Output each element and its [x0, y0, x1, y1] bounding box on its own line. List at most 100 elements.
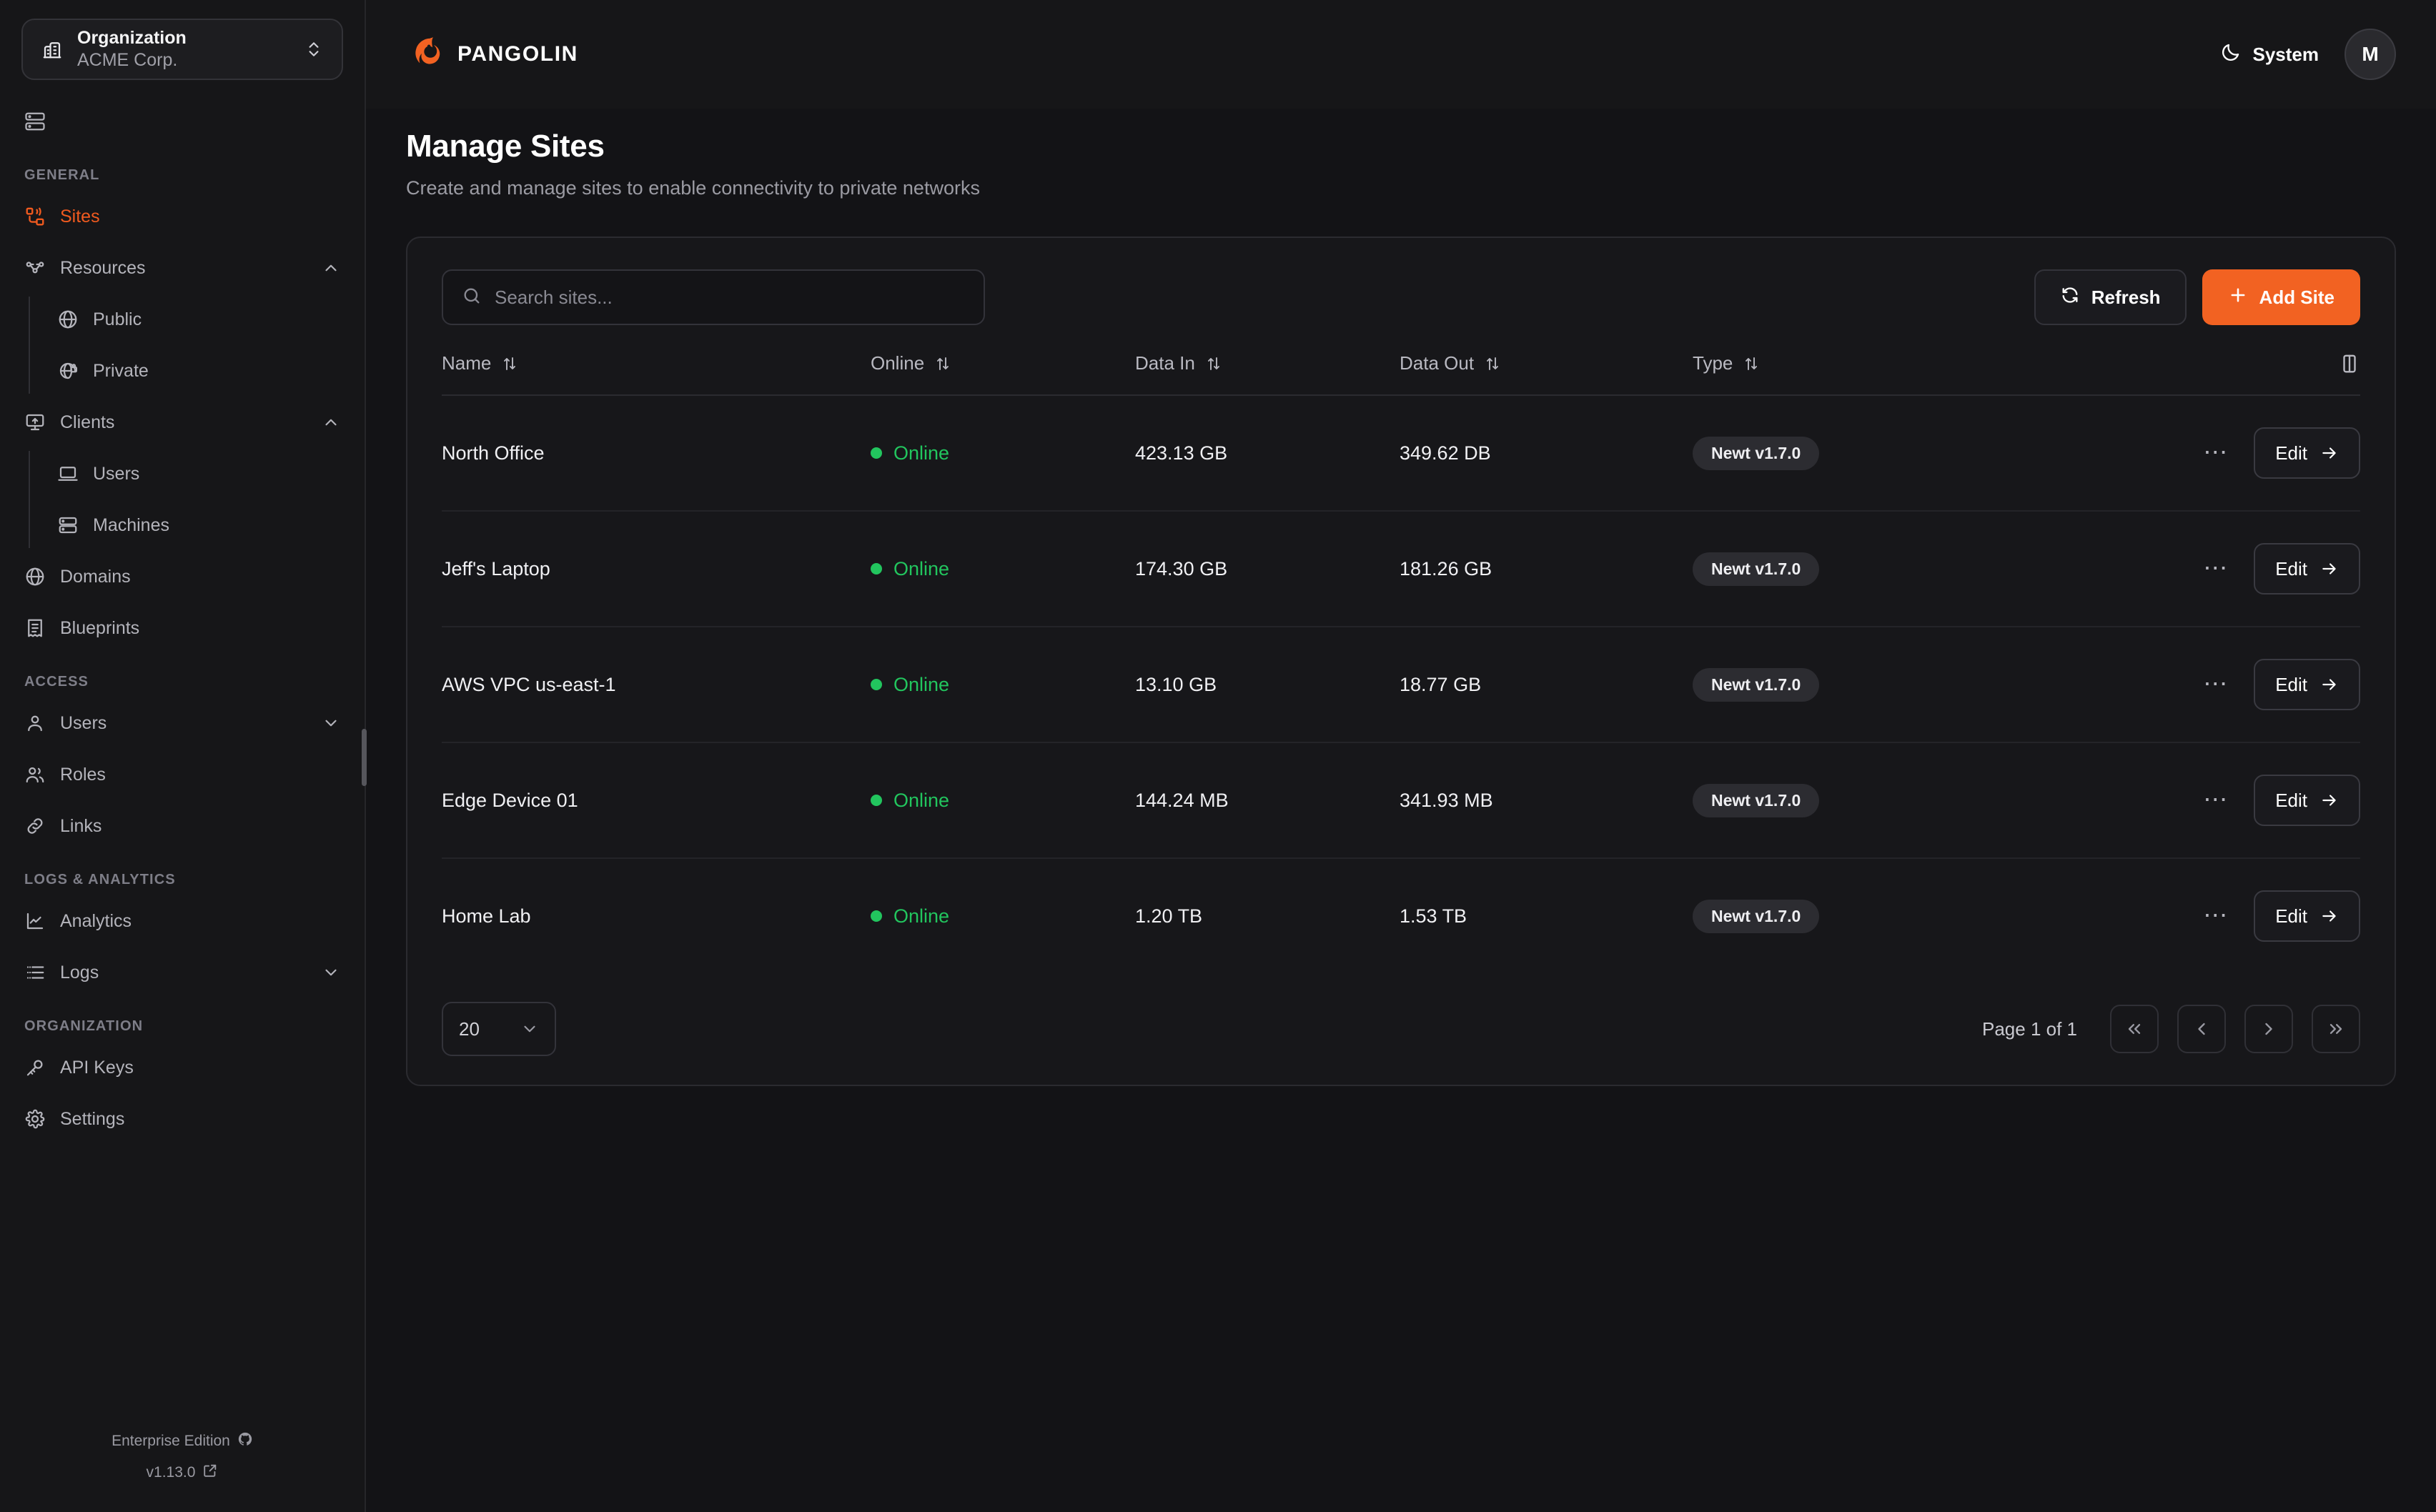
row-menu-button[interactable]: ⋯ — [2203, 439, 2230, 467]
sidebar-nav: GENERAL Sites Re — [0, 96, 365, 1425]
chevron-up-icon[interactable] — [322, 413, 340, 432]
status-label: Online — [893, 905, 950, 927]
sidebar-item-machines[interactable]: Machines — [47, 499, 365, 551]
edition-label: Enterprise Edition — [112, 1432, 230, 1449]
version-row[interactable]: v1.13.0 — [21, 1456, 343, 1488]
sidebar-item-label: Domains — [60, 566, 131, 587]
sidebar-item-domains[interactable]: Domains — [0, 551, 365, 602]
arrow-right-icon — [2322, 910, 2336, 922]
sidebar-item-blueprints[interactable]: Blueprints — [0, 602, 365, 654]
column-header-type[interactable]: Type — [1693, 352, 1993, 396]
edit-label: Edit — [2275, 557, 2307, 580]
next-page-button[interactable] — [2244, 1005, 2293, 1053]
brand-name: PANGOLIN — [457, 42, 578, 66]
chevron-down-icon[interactable] — [322, 714, 340, 732]
page-size-select[interactable]: 20 — [442, 1002, 556, 1056]
table-row[interactable]: Home Lab Online 1.20 TB 1.53 TB Newt v1.7.0 ⋯… — [442, 858, 2360, 973]
building-icon — [41, 39, 63, 60]
sidebar-item-private[interactable]: Private — [47, 345, 365, 397]
previous-page-button[interactable] — [2177, 1005, 2226, 1053]
sidebar-item-analytics[interactable]: Analytics — [0, 895, 365, 947]
edition-row[interactable]: Enterprise Edition — [21, 1425, 343, 1456]
edit-button[interactable]: Edit — [2254, 427, 2360, 479]
user-icon — [24, 712, 46, 734]
column-header-data-in[interactable]: Data In — [1135, 352, 1400, 396]
chevron-up-icon[interactable] — [322, 259, 340, 277]
status-dot-icon — [871, 563, 882, 575]
row-menu-button[interactable]: ⋯ — [2203, 554, 2230, 582]
type-badge: Newt v1.7.0 — [1693, 552, 1820, 586]
org-label: Organization — [77, 28, 187, 49]
status-label: Online — [893, 673, 950, 695]
version-label: v1.13.0 — [146, 1463, 196, 1481]
cell-online: Online — [871, 742, 1135, 859]
brand[interactable]: PANGOLIN — [406, 34, 578, 76]
sidebar-item-settings[interactable]: Settings — [0, 1093, 365, 1145]
roles-icon — [24, 764, 46, 785]
edit-button[interactable]: Edit — [2254, 775, 2360, 826]
sidebar-item-sites[interactable]: Sites — [0, 191, 365, 242]
subnav-clients: Users Machines — [29, 448, 365, 551]
chevron-down-icon[interactable] — [322, 963, 340, 982]
edit-button[interactable]: Edit — [2254, 659, 2360, 710]
column-header-name[interactable]: Name — [442, 352, 871, 396]
cell-actions: ⋯ Edit — [1993, 511, 2360, 627]
sidebar-item-label: Settings — [60, 1108, 125, 1129]
sidebar-item-links[interactable]: Links — [0, 800, 365, 852]
sidebar-item-public[interactable]: Public — [47, 294, 365, 345]
search-icon — [462, 286, 482, 309]
theme-label: System — [2252, 43, 2319, 65]
table-row[interactable]: AWS VPC us-east-1 Online 13.10 GB 18.77 GB N… — [442, 627, 2360, 743]
sidebar-item-users[interactable]: Users — [0, 697, 365, 749]
search-input[interactable] — [495, 286, 965, 309]
client-monitor-icon — [24, 412, 46, 433]
server-icon — [24, 111, 46, 132]
cell-online: Online — [871, 627, 1135, 743]
sidebar-item-resources[interactable]: Resources — [0, 242, 365, 294]
row-menu-button[interactable]: ⋯ — [2203, 902, 2230, 930]
table-row[interactable]: Jeff's Laptop Online 174.30 GB 181.26 GB New… — [442, 511, 2360, 627]
refresh-button[interactable]: Refresh — [2034, 269, 2187, 325]
page-subtitle: Create and manage sites to enable connec… — [406, 177, 980, 199]
blueprints-icon — [24, 617, 46, 639]
org-switcher[interactable]: Organization ACME Corp. — [21, 19, 343, 80]
cell-data-out: 181.26 GB — [1400, 511, 1693, 627]
column-header-data-out[interactable]: Data Out — [1400, 352, 1693, 396]
column-header-online[interactable]: Online — [871, 352, 1135, 396]
sidebar-scrollbar[interactable] — [362, 729, 367, 786]
cell-actions: ⋯ Edit — [1993, 395, 2360, 512]
sidebar-item-roles[interactable]: Roles — [0, 749, 365, 800]
edit-button[interactable]: Edit — [2254, 543, 2360, 595]
sidebar-item-logs[interactable]: Logs — [0, 947, 365, 998]
row-menu-button[interactable]: ⋯ — [2203, 670, 2230, 698]
sidebar-item-api-keys[interactable]: API Keys — [0, 1042, 365, 1093]
github-icon[interactable] — [237, 1431, 253, 1450]
search-box[interactable] — [442, 269, 985, 325]
table-row[interactable]: North Office Online 423.13 GB 349.62 DB Newt… — [442, 395, 2360, 512]
page-content: Manage Sites Create and manage sites to … — [366, 109, 2436, 1086]
sidebar-item-users-clients[interactable]: Users — [47, 448, 365, 499]
column-visibility-toggle[interactable] — [1993, 353, 2360, 374]
table-head: Name Online — [442, 352, 2360, 396]
first-page-button[interactable] — [2110, 1005, 2159, 1053]
edit-label: Edit — [2275, 442, 2307, 464]
edit-label: Edit — [2275, 673, 2307, 695]
avatar[interactable]: M — [2345, 29, 2396, 80]
machines-icon — [57, 514, 79, 536]
edit-button[interactable]: Edit — [2254, 890, 2360, 942]
add-site-button[interactable]: Add Site — [2202, 269, 2360, 325]
refresh-icon — [2060, 285, 2080, 310]
cell-type: Newt v1.7.0 — [1693, 858, 1993, 973]
sidebar-item-clients[interactable]: Clients — [0, 397, 365, 448]
table-row[interactable]: Edge Device 01 Online 144.24 MB 341.93 MB Ne… — [442, 742, 2360, 859]
external-link-icon[interactable] — [202, 1463, 218, 1481]
arrow-right-icon — [2322, 795, 2336, 806]
theme-toggle[interactable]: System — [2220, 41, 2319, 68]
type-badge: Newt v1.7.0 — [1693, 783, 1820, 817]
cell-data-in: 144.24 MB — [1135, 742, 1400, 859]
row-menu-button[interactable]: ⋯ — [2203, 786, 2230, 814]
sidebar-item-server-admin[interactable] — [0, 96, 365, 147]
table-body: North Office Online 423.13 GB 349.62 DB Newt… — [442, 395, 2360, 973]
sites-icon — [24, 206, 46, 227]
last-page-button[interactable] — [2312, 1005, 2360, 1053]
